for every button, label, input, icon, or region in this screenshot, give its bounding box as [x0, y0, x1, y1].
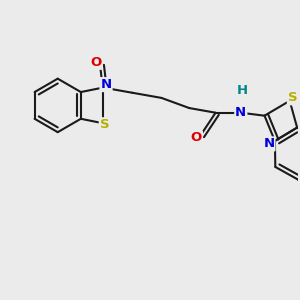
Text: N: N	[235, 106, 246, 119]
Text: O: O	[90, 56, 101, 69]
Text: S: S	[288, 92, 298, 104]
Text: O: O	[191, 131, 202, 145]
Text: S: S	[100, 118, 110, 131]
Text: H: H	[237, 84, 248, 97]
Text: N: N	[100, 78, 112, 91]
Text: N: N	[263, 137, 274, 150]
